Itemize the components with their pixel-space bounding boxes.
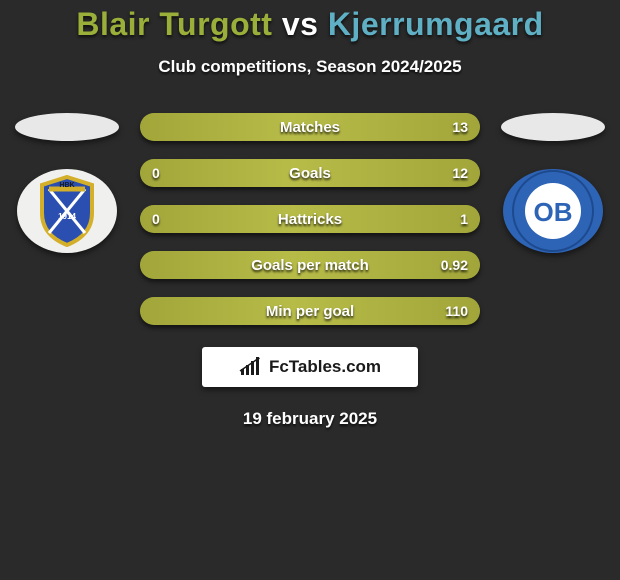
right-club-logo: OB bbox=[503, 169, 603, 253]
page-title: Blair Turgott vs Kjerrumgaard bbox=[0, 6, 620, 43]
comparison-card: Blair Turgott vs Kjerrumgaard Club compe… bbox=[0, 0, 620, 580]
stat-label: Goals bbox=[140, 159, 480, 187]
svg-text:OB: OB bbox=[534, 197, 573, 227]
left-column: HBK 1914 bbox=[12, 113, 122, 253]
svg-text:1914: 1914 bbox=[58, 212, 76, 221]
title-vs: vs bbox=[282, 6, 319, 42]
stats-column: 13Matches 012Goals 01Hattricks 0.92Goals pe… bbox=[140, 113, 480, 325]
right-player-oval bbox=[501, 113, 605, 141]
stat-label: Min per goal bbox=[140, 297, 480, 325]
stat-label: Goals per match bbox=[140, 251, 480, 279]
subtitle: Club competitions, Season 2024/2025 bbox=[0, 57, 620, 77]
stat-label: Matches bbox=[140, 113, 480, 141]
badge-icon: OB bbox=[511, 169, 595, 253]
stat-bar: 110Min per goal bbox=[140, 297, 480, 325]
bar-chart-icon bbox=[239, 357, 263, 377]
brand-text: FcTables.com bbox=[269, 357, 381, 377]
shield-icon: HBK 1914 bbox=[37, 175, 97, 247]
left-player-oval bbox=[15, 113, 119, 141]
stat-bar: 0.92Goals per match bbox=[140, 251, 480, 279]
title-player-left: Blair Turgott bbox=[76, 6, 272, 42]
left-club-logo: HBK 1914 bbox=[17, 169, 117, 253]
right-column: OB bbox=[498, 113, 608, 253]
stat-bar: 13Matches bbox=[140, 113, 480, 141]
brand-box[interactable]: FcTables.com bbox=[202, 347, 418, 387]
footer-date: 19 february 2025 bbox=[0, 409, 620, 429]
main-row: HBK 1914 13Matches 012Goals 01Hattricks 0.9… bbox=[0, 113, 620, 325]
stat-bar: 012Goals bbox=[140, 159, 480, 187]
svg-text:HBK: HBK bbox=[59, 182, 74, 189]
stat-label: Hattricks bbox=[140, 205, 480, 233]
stat-bar: 01Hattricks bbox=[140, 205, 480, 233]
title-player-right: Kjerrumgaard bbox=[328, 6, 544, 42]
